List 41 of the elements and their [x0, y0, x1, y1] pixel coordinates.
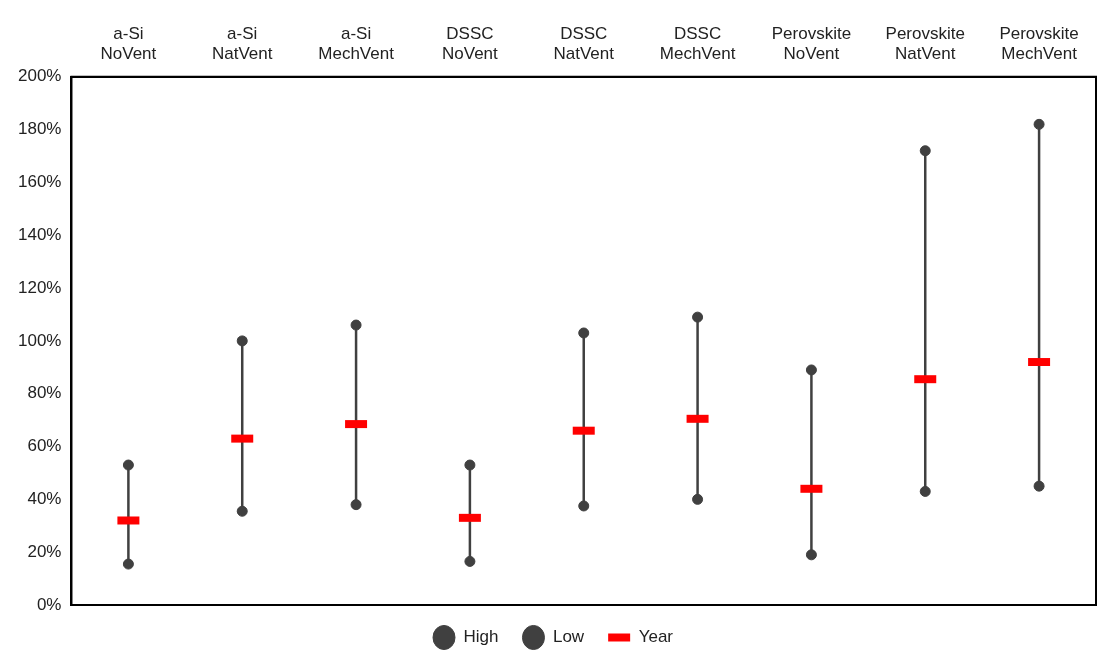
point	[122, 459, 134, 471]
point	[464, 459, 476, 471]
y-tick-label: 160%	[18, 172, 62, 192]
x-tick-label: Perovskite NoVent	[771, 23, 852, 64]
x-tick-label: a-Si NatVent	[211, 23, 273, 64]
y-tick-label: 120%	[18, 277, 62, 297]
y-tick-label: 100%	[18, 330, 62, 350]
point	[692, 311, 704, 323]
x-tick-label: DSSC NoVent	[442, 23, 499, 64]
x-tick-label: a-Si NoVent	[100, 23, 157, 64]
point	[236, 335, 248, 347]
point	[578, 327, 590, 339]
legend-label: Year	[638, 627, 674, 647]
point	[578, 500, 590, 512]
y-tick-label: 20%	[27, 541, 62, 561]
y-tick-label: 60%	[27, 436, 62, 456]
y-tick-label: 40%	[27, 489, 62, 509]
y-tick-label: 140%	[18, 224, 62, 244]
y-tick-label: 0%	[36, 594, 62, 614]
point	[1033, 118, 1045, 130]
point	[805, 364, 817, 376]
y-tick-label: 180%	[18, 119, 62, 139]
x-tick-label: Perovskite NatVent	[885, 23, 965, 64]
point	[805, 549, 817, 561]
x-tick-label: DSSC MechVent	[659, 23, 736, 64]
point	[122, 558, 134, 570]
point	[350, 319, 362, 331]
legend-label: High	[463, 627, 499, 647]
x-tick-label: Perovskite MechVent	[999, 23, 1079, 64]
legend-label: Low	[552, 627, 585, 647]
y-tick-label: 200%	[18, 66, 62, 86]
point	[919, 145, 931, 157]
point	[1033, 480, 1045, 492]
x-tick-label: a-Si MechVent	[318, 23, 395, 64]
point	[236, 505, 248, 517]
point	[692, 493, 704, 505]
point	[350, 499, 362, 511]
point	[919, 485, 931, 497]
y-tick-label: 80%	[27, 383, 62, 403]
x-tick-label: DSSC NatVent	[553, 23, 615, 64]
point	[464, 555, 476, 567]
